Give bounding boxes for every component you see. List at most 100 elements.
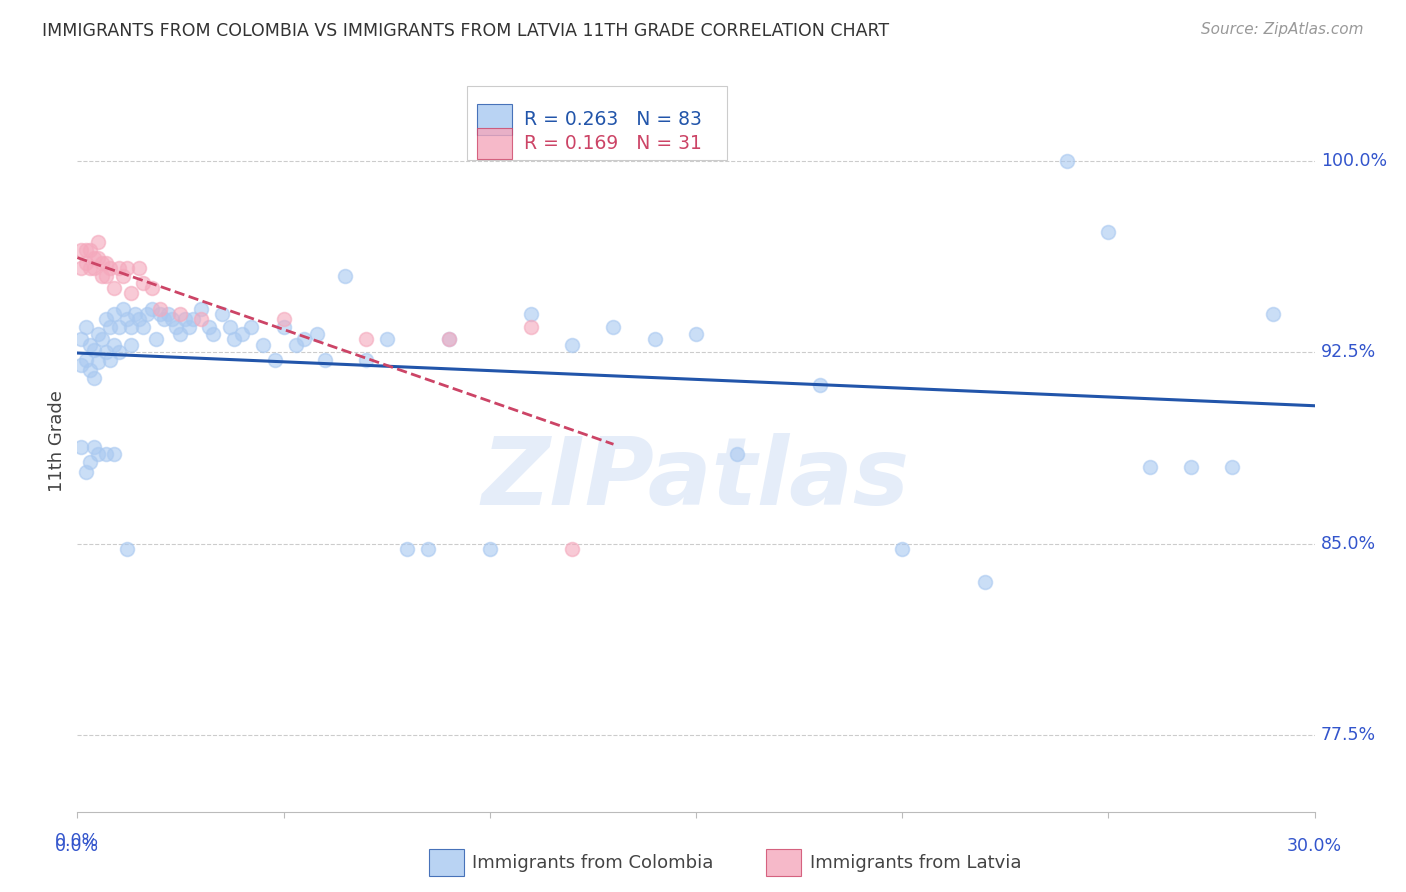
Text: Immigrants from Latvia: Immigrants from Latvia — [810, 854, 1021, 871]
Point — [136, 307, 159, 321]
Point — [83, 343, 105, 357]
Point — [87, 251, 110, 265]
Point — [98, 352, 121, 367]
Point — [79, 337, 101, 351]
Text: Source: ZipAtlas.com: Source: ZipAtlas.com — [1201, 22, 1364, 37]
Point — [1220, 460, 1243, 475]
Point — [437, 333, 460, 347]
Point — [202, 327, 225, 342]
Point — [91, 268, 114, 283]
Point — [70, 260, 93, 275]
Point — [354, 333, 377, 347]
Point — [1097, 225, 1119, 239]
Text: ZIPatlas: ZIPatlas — [482, 433, 910, 524]
Point — [808, 378, 831, 392]
Point — [181, 312, 204, 326]
Point — [70, 333, 93, 347]
Point — [75, 319, 97, 334]
Point — [335, 268, 357, 283]
Point — [219, 319, 242, 334]
Point — [70, 358, 93, 372]
Point — [190, 301, 212, 316]
Point — [314, 352, 336, 367]
Point — [685, 327, 707, 342]
Point — [305, 327, 328, 342]
Point — [520, 307, 543, 321]
Point — [115, 260, 138, 275]
Point — [75, 465, 97, 479]
Text: 100.0%: 100.0% — [1320, 152, 1386, 169]
Point — [1139, 460, 1161, 475]
Point — [149, 301, 172, 316]
Point — [70, 440, 93, 454]
FancyBboxPatch shape — [477, 128, 512, 160]
Point — [120, 337, 142, 351]
Point — [87, 355, 110, 369]
Point — [165, 319, 187, 334]
Text: 92.5%: 92.5% — [1320, 343, 1376, 361]
Point — [561, 337, 583, 351]
Point — [239, 319, 262, 334]
Point — [561, 541, 583, 556]
Point — [1056, 153, 1078, 168]
Point — [478, 541, 501, 556]
Point — [96, 256, 118, 270]
Point — [153, 312, 176, 326]
Point — [87, 327, 110, 342]
Point — [157, 307, 180, 321]
Point — [173, 312, 195, 326]
Point — [141, 301, 163, 316]
Point — [96, 345, 118, 359]
Point — [128, 260, 150, 275]
Point — [891, 541, 914, 556]
Point — [115, 312, 138, 326]
Point — [96, 268, 118, 283]
Point — [375, 333, 398, 347]
Point — [1180, 460, 1202, 475]
FancyBboxPatch shape — [477, 104, 512, 135]
Point — [107, 260, 129, 275]
Point — [190, 312, 212, 326]
Point — [222, 333, 245, 347]
Point — [70, 243, 93, 257]
Point — [107, 345, 129, 359]
Point — [79, 363, 101, 377]
Point — [103, 281, 125, 295]
Point — [273, 312, 295, 326]
Point — [79, 260, 101, 275]
Point — [83, 440, 105, 454]
Point — [87, 235, 110, 250]
Text: 0.0%: 0.0% — [55, 832, 100, 850]
Point — [98, 260, 121, 275]
Point — [211, 307, 233, 321]
Text: IMMIGRANTS FROM COLOMBIA VS IMMIGRANTS FROM LATVIA 11TH GRADE CORRELATION CHART: IMMIGRANTS FROM COLOMBIA VS IMMIGRANTS F… — [42, 22, 890, 40]
Point — [198, 319, 221, 334]
Point — [120, 286, 142, 301]
Point — [160, 312, 183, 326]
Point — [149, 307, 172, 321]
Point — [644, 333, 666, 347]
Point — [1263, 307, 1285, 321]
Point — [124, 307, 146, 321]
Point — [111, 301, 134, 316]
Point — [115, 541, 138, 556]
Point — [973, 574, 995, 589]
Point — [416, 541, 439, 556]
Point — [75, 256, 97, 270]
Point — [83, 260, 105, 275]
Point — [396, 541, 419, 556]
Point — [79, 455, 101, 469]
Point — [79, 243, 101, 257]
Point — [103, 307, 125, 321]
Point — [284, 337, 307, 351]
Point — [83, 251, 105, 265]
Point — [98, 319, 121, 334]
Point — [725, 447, 748, 461]
Point — [107, 319, 129, 334]
Point — [83, 370, 105, 384]
Point — [103, 337, 125, 351]
Point — [169, 307, 191, 321]
Point — [96, 447, 118, 461]
Point — [132, 277, 155, 291]
Point — [120, 319, 142, 334]
